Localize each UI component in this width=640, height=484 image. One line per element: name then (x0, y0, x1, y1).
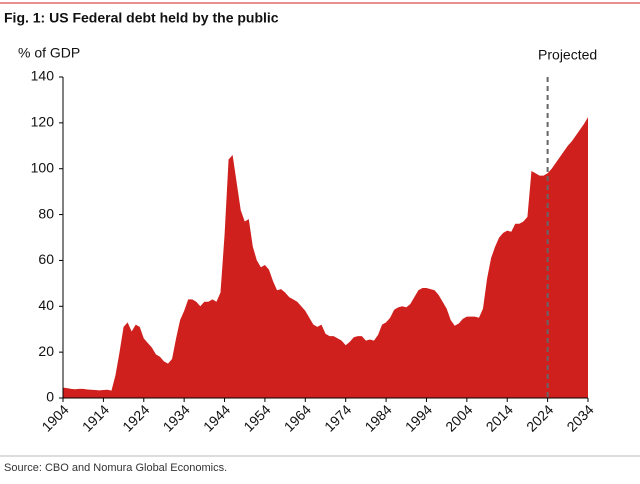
y-axis-label: % of GDP (18, 45, 80, 61)
source: Source: CBO and Nomura Global Economics. (4, 462, 227, 474)
y-tick-label: 100 (31, 159, 55, 175)
y-tick-label: 120 (31, 114, 55, 130)
x-tick-label: 1994 (402, 401, 435, 434)
x-tick-label: 1974 (321, 401, 354, 434)
annotation: Projected (538, 47, 597, 63)
x-tick-label: 2024 (523, 401, 556, 434)
x-tick-label: 1984 (361, 401, 394, 434)
chart-title: Fig. 1: US Federal debt held by the publ… (4, 10, 279, 26)
x-tick-label: 2004 (442, 401, 475, 434)
x-tick-label: 1904 (38, 401, 71, 434)
x-tick-label: 2014 (483, 401, 516, 434)
x-tick-label: 1924 (119, 401, 152, 434)
x-tick-label: 1964 (281, 401, 314, 434)
x-tick-label: 1914 (79, 401, 112, 434)
x-tick-label: 1954 (240, 401, 273, 434)
y-tick-label: 80 (38, 205, 54, 221)
y-tick-label: 60 (38, 251, 54, 267)
y-tick-label: 20 (38, 343, 54, 359)
y-tick-label: 0 (46, 389, 54, 405)
x-tick-label: 1934 (160, 401, 193, 434)
x-tick-label: 1944 (200, 401, 233, 434)
y-tick-label: 40 (38, 297, 54, 313)
area (63, 117, 588, 398)
y-tick-label: 140 (31, 68, 55, 84)
x-tick-label: 2034 (563, 401, 596, 434)
